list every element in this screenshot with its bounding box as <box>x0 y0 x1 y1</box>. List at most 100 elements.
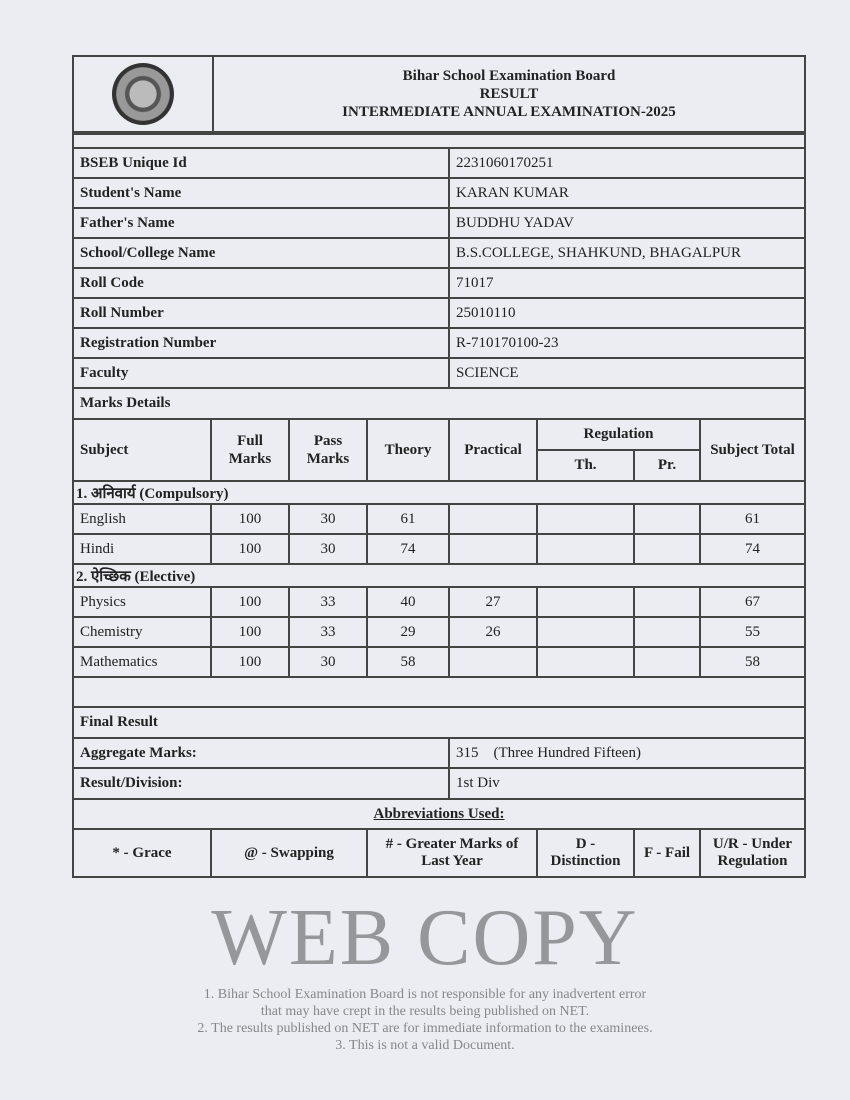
info-label: Roll Code <box>72 267 450 299</box>
col-reg-th: Th. <box>536 449 635 482</box>
subject-row: Mathematics 100 30 58 58 <box>72 646 806 678</box>
disclaimer-line-2: that may have crept in the results being… <box>260 1004 590 1019</box>
pass-marks: 33 <box>288 616 368 648</box>
disclaimer-line-4: 3. This is not a valid Document. <box>335 1038 515 1053</box>
pass-marks: 30 <box>288 646 368 678</box>
info-value: 25010110 <box>448 297 806 329</box>
info-row: Faculty SCIENCE <box>72 357 806 389</box>
group-row: 1. अनिवार्य (Compulsory) <box>72 480 806 505</box>
practical-marks <box>448 533 538 565</box>
watermark: WEB COPY 1. Bihar School Examination Boa… <box>0 890 850 1090</box>
col-theory: Theory <box>366 418 450 482</box>
subject-row: Hindi 100 30 74 74 <box>72 533 806 565</box>
total-marks: 58 <box>699 646 806 678</box>
full-marks: 100 <box>210 616 290 648</box>
subject-name: Mathematics <box>72 646 212 678</box>
col-practical: Practical <box>448 418 538 482</box>
th-marks <box>536 586 635 618</box>
disclaimer-line-1: 1. Bihar School Examination Board is not… <box>203 987 647 1002</box>
full-marks: 100 <box>210 503 290 535</box>
subject-name: Chemistry <box>72 616 212 648</box>
info-label: School/College Name <box>72 237 450 269</box>
pr-marks <box>633 646 701 678</box>
th-marks <box>536 616 635 648</box>
th-marks <box>536 646 635 678</box>
total-marks: 61 <box>699 503 806 535</box>
theory-marks: 74 <box>366 533 450 565</box>
subject-name: Hindi <box>72 533 212 565</box>
abbr-grace: * - Grace <box>72 828 212 878</box>
group-row: 2. ऐच्छिक (Elective) <box>72 563 806 588</box>
abbr-fail: F - Fail <box>633 828 701 878</box>
info-row: BSEB Unique Id 2231060170251 <box>72 147 806 179</box>
result-title: RESULT <box>479 86 539 102</box>
theory-marks: 58 <box>366 646 450 678</box>
subject-name: English <box>72 503 212 535</box>
practical-marks: 27 <box>448 586 538 618</box>
disclaimer-line-3: 2. The results published on NET are for … <box>197 1021 653 1036</box>
info-label: Student's Name <box>72 177 450 209</box>
col-pass-marks: Pass Marks <box>288 418 368 482</box>
col-full-marks: Full Marks <box>210 418 290 482</box>
info-label: Registration Number <box>72 327 450 359</box>
final-result-title: Final Result <box>72 706 806 739</box>
bseb-seal-logo <box>112 63 174 125</box>
info-value: R-710170100-23 <box>448 327 806 359</box>
info-value: 2231060170251 <box>448 147 806 179</box>
exam-name: INTERMEDIATE ANNUAL EXAMINATION-2025 <box>342 104 676 120</box>
info-row: Father's Name BUDDHU YADAV <box>72 207 806 239</box>
info-label: Faculty <box>72 357 450 389</box>
pass-marks: 30 <box>288 533 368 565</box>
col-reg-pr: Pr. <box>633 449 701 482</box>
col-subject: Subject <box>72 418 212 482</box>
abbr-greater-marks: # - Greater Marks of Last Year <box>366 828 538 878</box>
practical-marks: 26 <box>448 616 538 648</box>
title-cell: Bihar School Examination Board RESULT IN… <box>212 55 806 133</box>
full-marks: 100 <box>210 533 290 565</box>
th-marks <box>536 503 635 535</box>
blank-row <box>72 676 806 708</box>
th-marks <box>536 533 635 565</box>
full-marks: 100 <box>210 646 290 678</box>
division-label: Result/Division: <box>72 767 450 800</box>
pr-marks <box>633 616 701 648</box>
subject-row: Physics 100 33 40 27 67 <box>72 586 806 618</box>
info-label: Roll Number <box>72 297 450 329</box>
theory-marks: 40 <box>366 586 450 618</box>
logo-cell <box>72 55 214 133</box>
total-marks: 67 <box>699 586 806 618</box>
pass-marks: 33 <box>288 586 368 618</box>
info-value: B.S.COLLEGE, SHAHKUND, BHAGALPUR <box>448 237 806 269</box>
group-label: 1. अनिवार्य (Compulsory) <box>72 480 806 505</box>
info-row: Roll Code 71017 <box>72 267 806 299</box>
info-label: Father's Name <box>72 207 450 239</box>
marks-details-title: Marks Details <box>72 387 806 420</box>
subject-name: Physics <box>72 586 212 618</box>
info-row: Student's Name KARAN KUMAR <box>72 177 806 209</box>
subject-row: Chemistry 100 33 29 26 55 <box>72 616 806 648</box>
aggregate-value: 315 (Three Hundred Fifteen) <box>448 737 806 769</box>
web-copy-watermark: WEB COPY <box>211 894 639 982</box>
subject-row: English 100 30 61 61 <box>72 503 806 535</box>
division-value: 1st Div <box>448 767 806 800</box>
theory-marks: 61 <box>366 503 450 535</box>
pr-marks <box>633 503 701 535</box>
abbr-distinction: D - Distinction <box>536 828 635 878</box>
total-marks: 55 <box>699 616 806 648</box>
info-value: BUDDHU YADAV <box>448 207 806 239</box>
pass-marks: 30 <box>288 503 368 535</box>
info-value: KARAN KUMAR <box>448 177 806 209</box>
abbreviations-title: Abbreviations Used: <box>72 798 806 830</box>
abbr-under-regulation: U/R - Under Regulation <box>699 828 806 878</box>
total-marks: 74 <box>699 533 806 565</box>
info-row: School/College Name B.S.COLLEGE, SHAHKUND… <box>72 237 806 269</box>
info-row: Registration Number R-710170100-23 <box>72 327 806 359</box>
abbr-swapping: @ - Swapping <box>210 828 368 878</box>
aggregate-label: Aggregate Marks: <box>72 737 450 769</box>
pr-marks <box>633 586 701 618</box>
info-value: SCIENCE <box>448 357 806 389</box>
header-table: Bihar School Examination Board RESULT IN… <box>72 55 806 133</box>
full-marks: 100 <box>210 586 290 618</box>
practical-marks <box>448 646 538 678</box>
